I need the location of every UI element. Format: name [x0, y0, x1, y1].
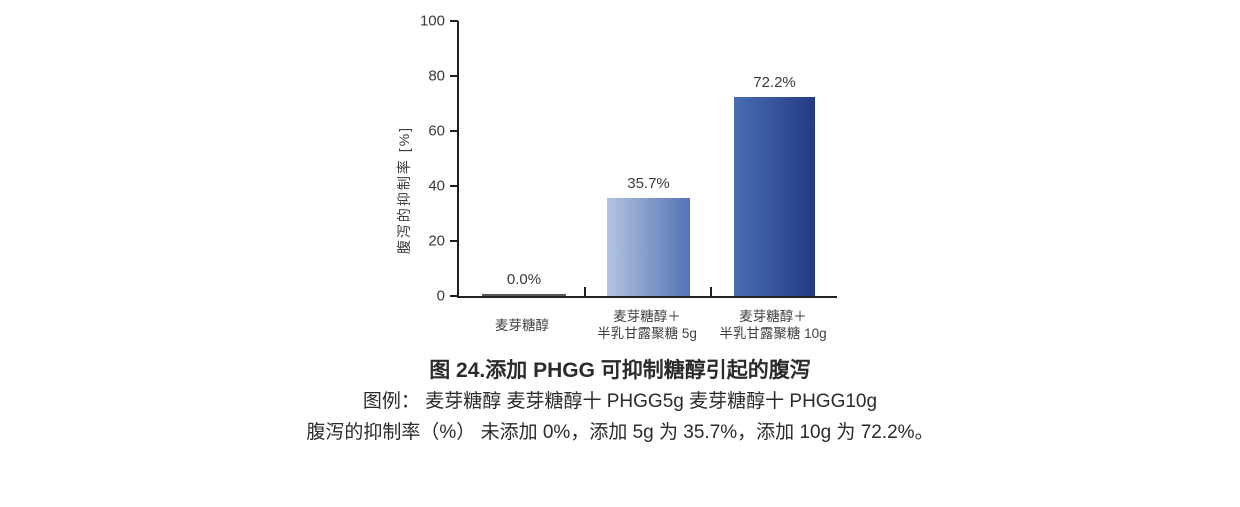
x-category-label-maltitol-phgg5g: 麦芽糖醇＋ 半乳甘露聚糖 5g — [562, 306, 732, 344]
x-tick-mark — [710, 287, 712, 296]
bar-value-label: 0.0% — [506, 270, 542, 288]
y-tick-mark — [450, 75, 458, 77]
figure-caption-title: 图 24.添加 PHGG 可抑制糖醇引起的腹泻 — [429, 359, 811, 382]
category-line: 麦芽糖醇＋ — [739, 309, 807, 324]
y-tick-label: 40 — [428, 177, 445, 195]
figure-caption-result: 腹泻的抑制率（%） 未添加 0%，添加 5g 为 35.7%，添加 10g 为 … — [306, 422, 934, 443]
category-line: 麦芽糖醇 — [495, 317, 549, 333]
y-tick-label: 60 — [428, 122, 445, 140]
y-tick-mark — [450, 20, 458, 22]
y-tick-label: 100 — [419, 12, 445, 30]
x-category-label-maltitol-phgg10g: 麦芽糖醇＋ 半乳甘露聚糖 10g — [688, 306, 858, 344]
figure-caption: 图 24.添加 PHGG 可抑制糖醇引起的腹泻 图例： 麦芽糖醇 麦芽糖醇十 P… — [0, 356, 1240, 448]
x-category-label-maltitol: 麦芽糖醇 — [437, 306, 607, 344]
plot-area: 100 80 60 40 20 0 0.0% 35.7% 72.2% — [420, 14, 837, 304]
category-line: 半乳甘露聚糖 5g — [597, 326, 697, 341]
bar-maltitol-phgg5g — [607, 198, 690, 296]
bar-value-label: 72.2% — [753, 74, 796, 91]
bar-maltitol-phgg10g — [734, 97, 815, 296]
bar-maltitol — [482, 293, 566, 296]
figure-caption-legend: 图例： 麦芽糖醇 麦芽糖醇十 PHGG5g 麦芽糖醇十 PHGG10g — [362, 391, 878, 412]
y-tick-mark — [450, 185, 458, 187]
y-tick-label: 80 — [428, 67, 445, 85]
category-line: 半乳甘露聚糖 10g — [719, 326, 827, 341]
y-tick-mark — [450, 295, 458, 297]
bar-value-label: 35.7% — [627, 175, 670, 192]
y-tick-label: 20 — [428, 232, 445, 250]
x-tick-mark — [584, 287, 586, 296]
y-tick-mark — [450, 130, 458, 132]
y-tick-mark — [450, 240, 458, 242]
y-tick-label: 0 — [436, 287, 445, 305]
category-line: 麦芽糖醇＋ — [613, 309, 681, 324]
